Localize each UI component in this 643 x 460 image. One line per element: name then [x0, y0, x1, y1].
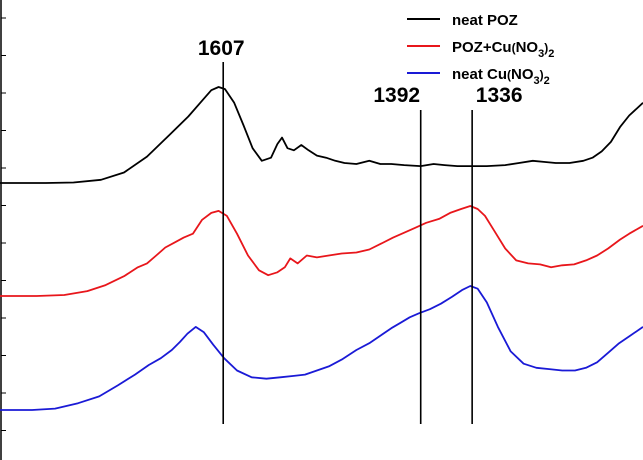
peak-label-1607: 1607 — [198, 37, 245, 60]
legend-label-neat-poz: neat POZ — [452, 12, 518, 29]
legend-label-poz-cu-nitrate: POZ+Cu(NO3)2 — [452, 39, 554, 60]
peak-label-1392: 1392 — [373, 84, 420, 107]
peak-label-1336: 1336 — [476, 84, 523, 107]
series-line-0 — [0, 86, 643, 184]
series-layer — [0, 86, 643, 411]
peak-labels: 1607 1392 1336 — [198, 37, 523, 107]
peak-markers — [222, 62, 473, 424]
legend: neat POZ POZ+Cu(NO3)2 neat Cu(NO3)2 — [407, 12, 554, 87]
series-line-1 — [0, 205, 643, 297]
legend-label-neat-cu-nitrate: neat Cu(NO3)2 — [452, 66, 550, 87]
left-axis — [0, 0, 6, 460]
series-line-2 — [0, 285, 643, 411]
